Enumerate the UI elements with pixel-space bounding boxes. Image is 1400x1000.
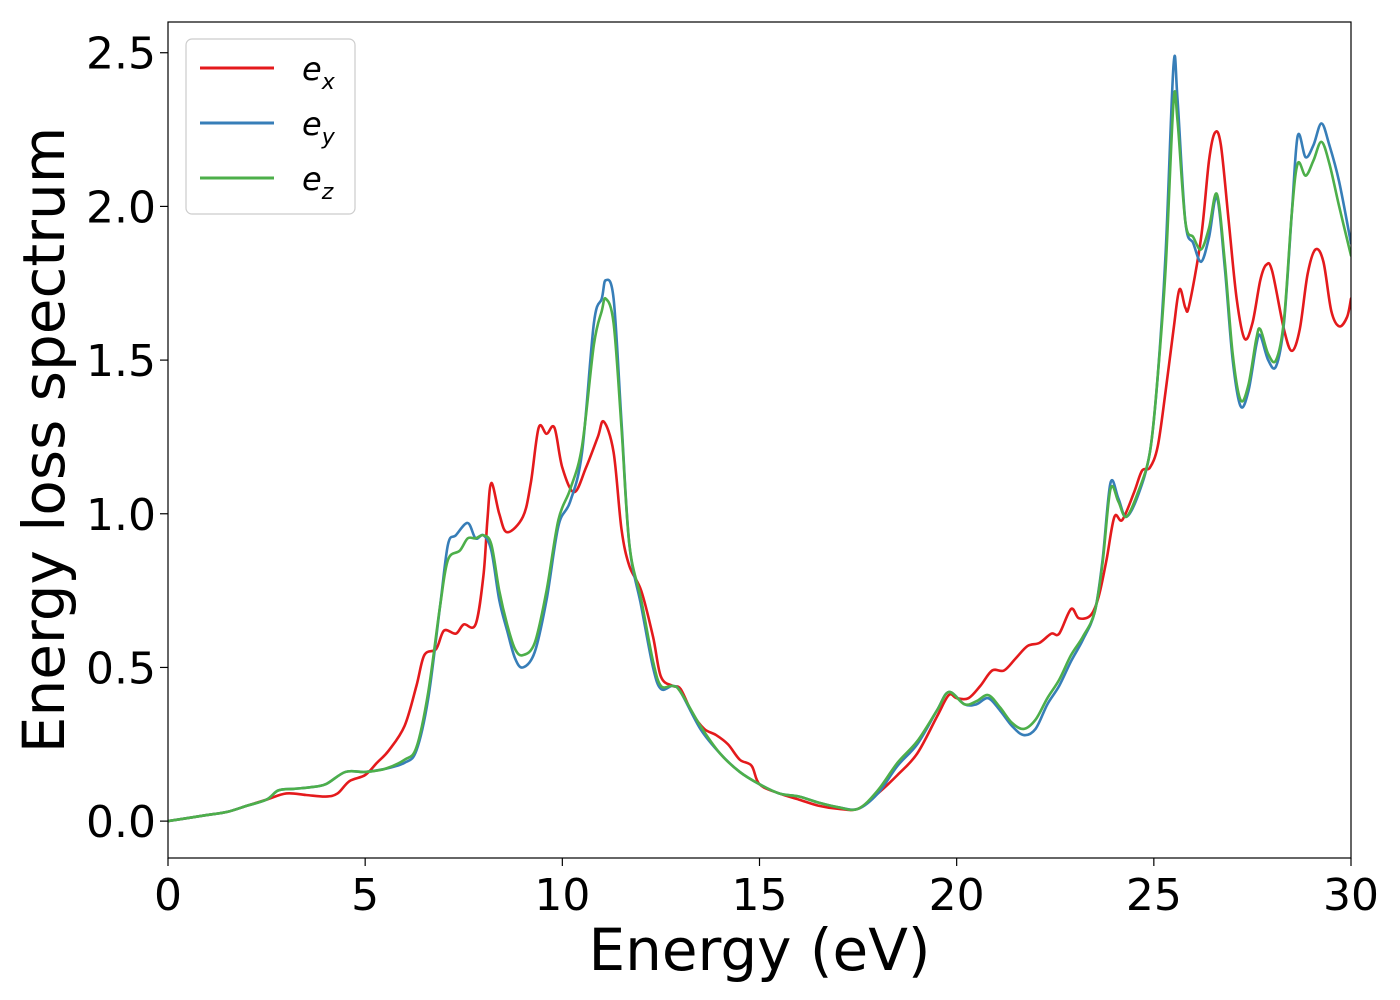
- legend: ex ey ez: [185, 38, 356, 215]
- series-line-e-z: [168, 90, 1351, 823]
- series-line-e-x: [168, 130, 1351, 823]
- y-axis: 0.0 0.5 1.0 1.5 2.0 2.5: [86, 29, 168, 848]
- y-tick-label: 0.5: [86, 643, 156, 694]
- y-tick-label: 1.5: [86, 336, 156, 387]
- x-tick-label: 30: [1323, 870, 1379, 921]
- legend-box: [185, 38, 356, 215]
- y-axis-title: Energy loss spectrum: [10, 127, 78, 753]
- x-axis: 0 5 10 15 20 25 30: [154, 858, 1379, 921]
- legend-label-e-z: ez: [302, 160, 334, 205]
- legend-label-e-y: ey: [302, 105, 336, 150]
- x-tick-label: 15: [732, 870, 788, 921]
- y-tick-label: 2.0: [86, 182, 156, 233]
- series-layer: [168, 54, 1351, 823]
- y-tick-label: 0.0: [86, 797, 156, 848]
- x-tick-label: 25: [1126, 870, 1182, 921]
- x-tick-label: 5: [351, 870, 379, 921]
- y-tick-label: 2.5: [86, 29, 156, 80]
- x-axis-title: Energy (eV): [588, 916, 930, 984]
- legend-label-e-x: ex: [302, 50, 336, 95]
- y-tick-label: 1.0: [86, 490, 156, 541]
- x-tick-label: 20: [929, 870, 985, 921]
- x-tick-label: 10: [534, 870, 590, 921]
- x-tick-label: 0: [154, 870, 182, 921]
